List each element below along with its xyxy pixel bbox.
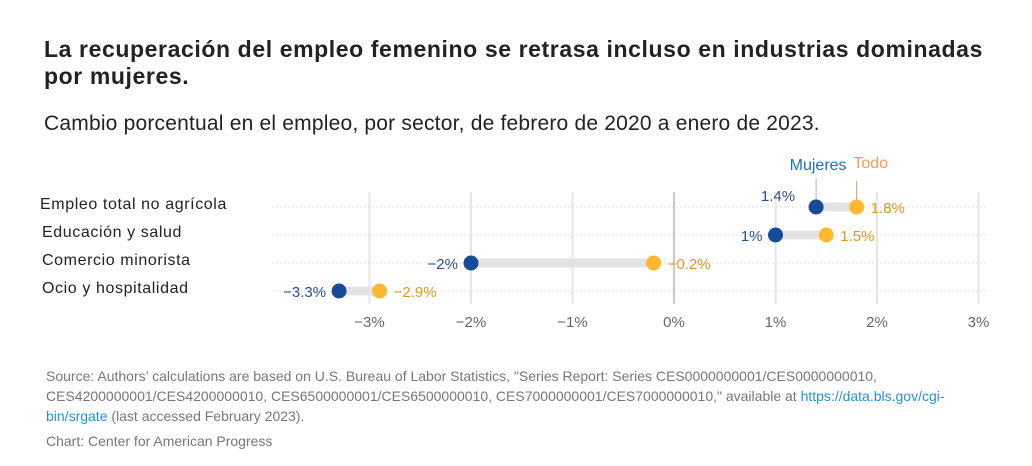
category-label: Educación y salud <box>42 224 183 241</box>
x-tick-label: 2% <box>866 314 888 331</box>
data-label-mujeres: 1.4% <box>761 188 795 205</box>
point-mujeres <box>768 227 783 243</box>
point-mujeres <box>808 199 824 215</box>
category-label: Comercio minorista <box>42 252 191 269</box>
data-label-todo: 1.5% <box>840 228 874 245</box>
data-label-mujeres: −2% <box>428 256 458 273</box>
data-label-todo: −0.2% <box>668 256 711 273</box>
source-link[interactable]: https://data.bls.gov/cgi-bin/srgate <box>46 388 945 424</box>
x-tick-label: −1% <box>557 314 587 331</box>
source-note: Source: Authors’ calculations are based … <box>46 366 1006 426</box>
point-mujeres <box>463 255 479 271</box>
point-todo <box>646 255 662 271</box>
legend-mujeres: Mujeres <box>790 157 847 174</box>
x-tick-label: −2% <box>456 314 486 331</box>
chart-subtitle: Cambio porcentual en el empleo, por sect… <box>44 112 820 135</box>
category-label: Ocio y hospitalidad <box>42 280 189 297</box>
data-label-mujeres: 1% <box>741 228 763 245</box>
data-label-mujeres: −3.3% <box>283 284 326 301</box>
x-tick-label: 0% <box>663 314 685 331</box>
point-mujeres <box>331 283 347 299</box>
source-text: Source: Authors’ calculations are based … <box>46 368 877 404</box>
chart-credit: Chart: Center for American Progress <box>46 433 273 449</box>
legend-todo: Todo <box>853 155 888 172</box>
x-tick-label: −3% <box>354 314 384 331</box>
point-todo <box>849 199 865 215</box>
point-todo <box>372 283 388 299</box>
chart-title: La recuperación del empleo femenino se r… <box>44 36 983 89</box>
point-todo <box>818 227 834 243</box>
data-label-todo: 1.8% <box>871 200 905 217</box>
data-label-todo: −2.9% <box>394 284 437 301</box>
category-label: Empleo total no agrícola <box>40 196 227 213</box>
x-tick-label: 1% <box>765 314 787 331</box>
source-suffix: (last accessed February 2023). <box>107 408 305 424</box>
x-tick-label: 3% <box>968 314 990 331</box>
